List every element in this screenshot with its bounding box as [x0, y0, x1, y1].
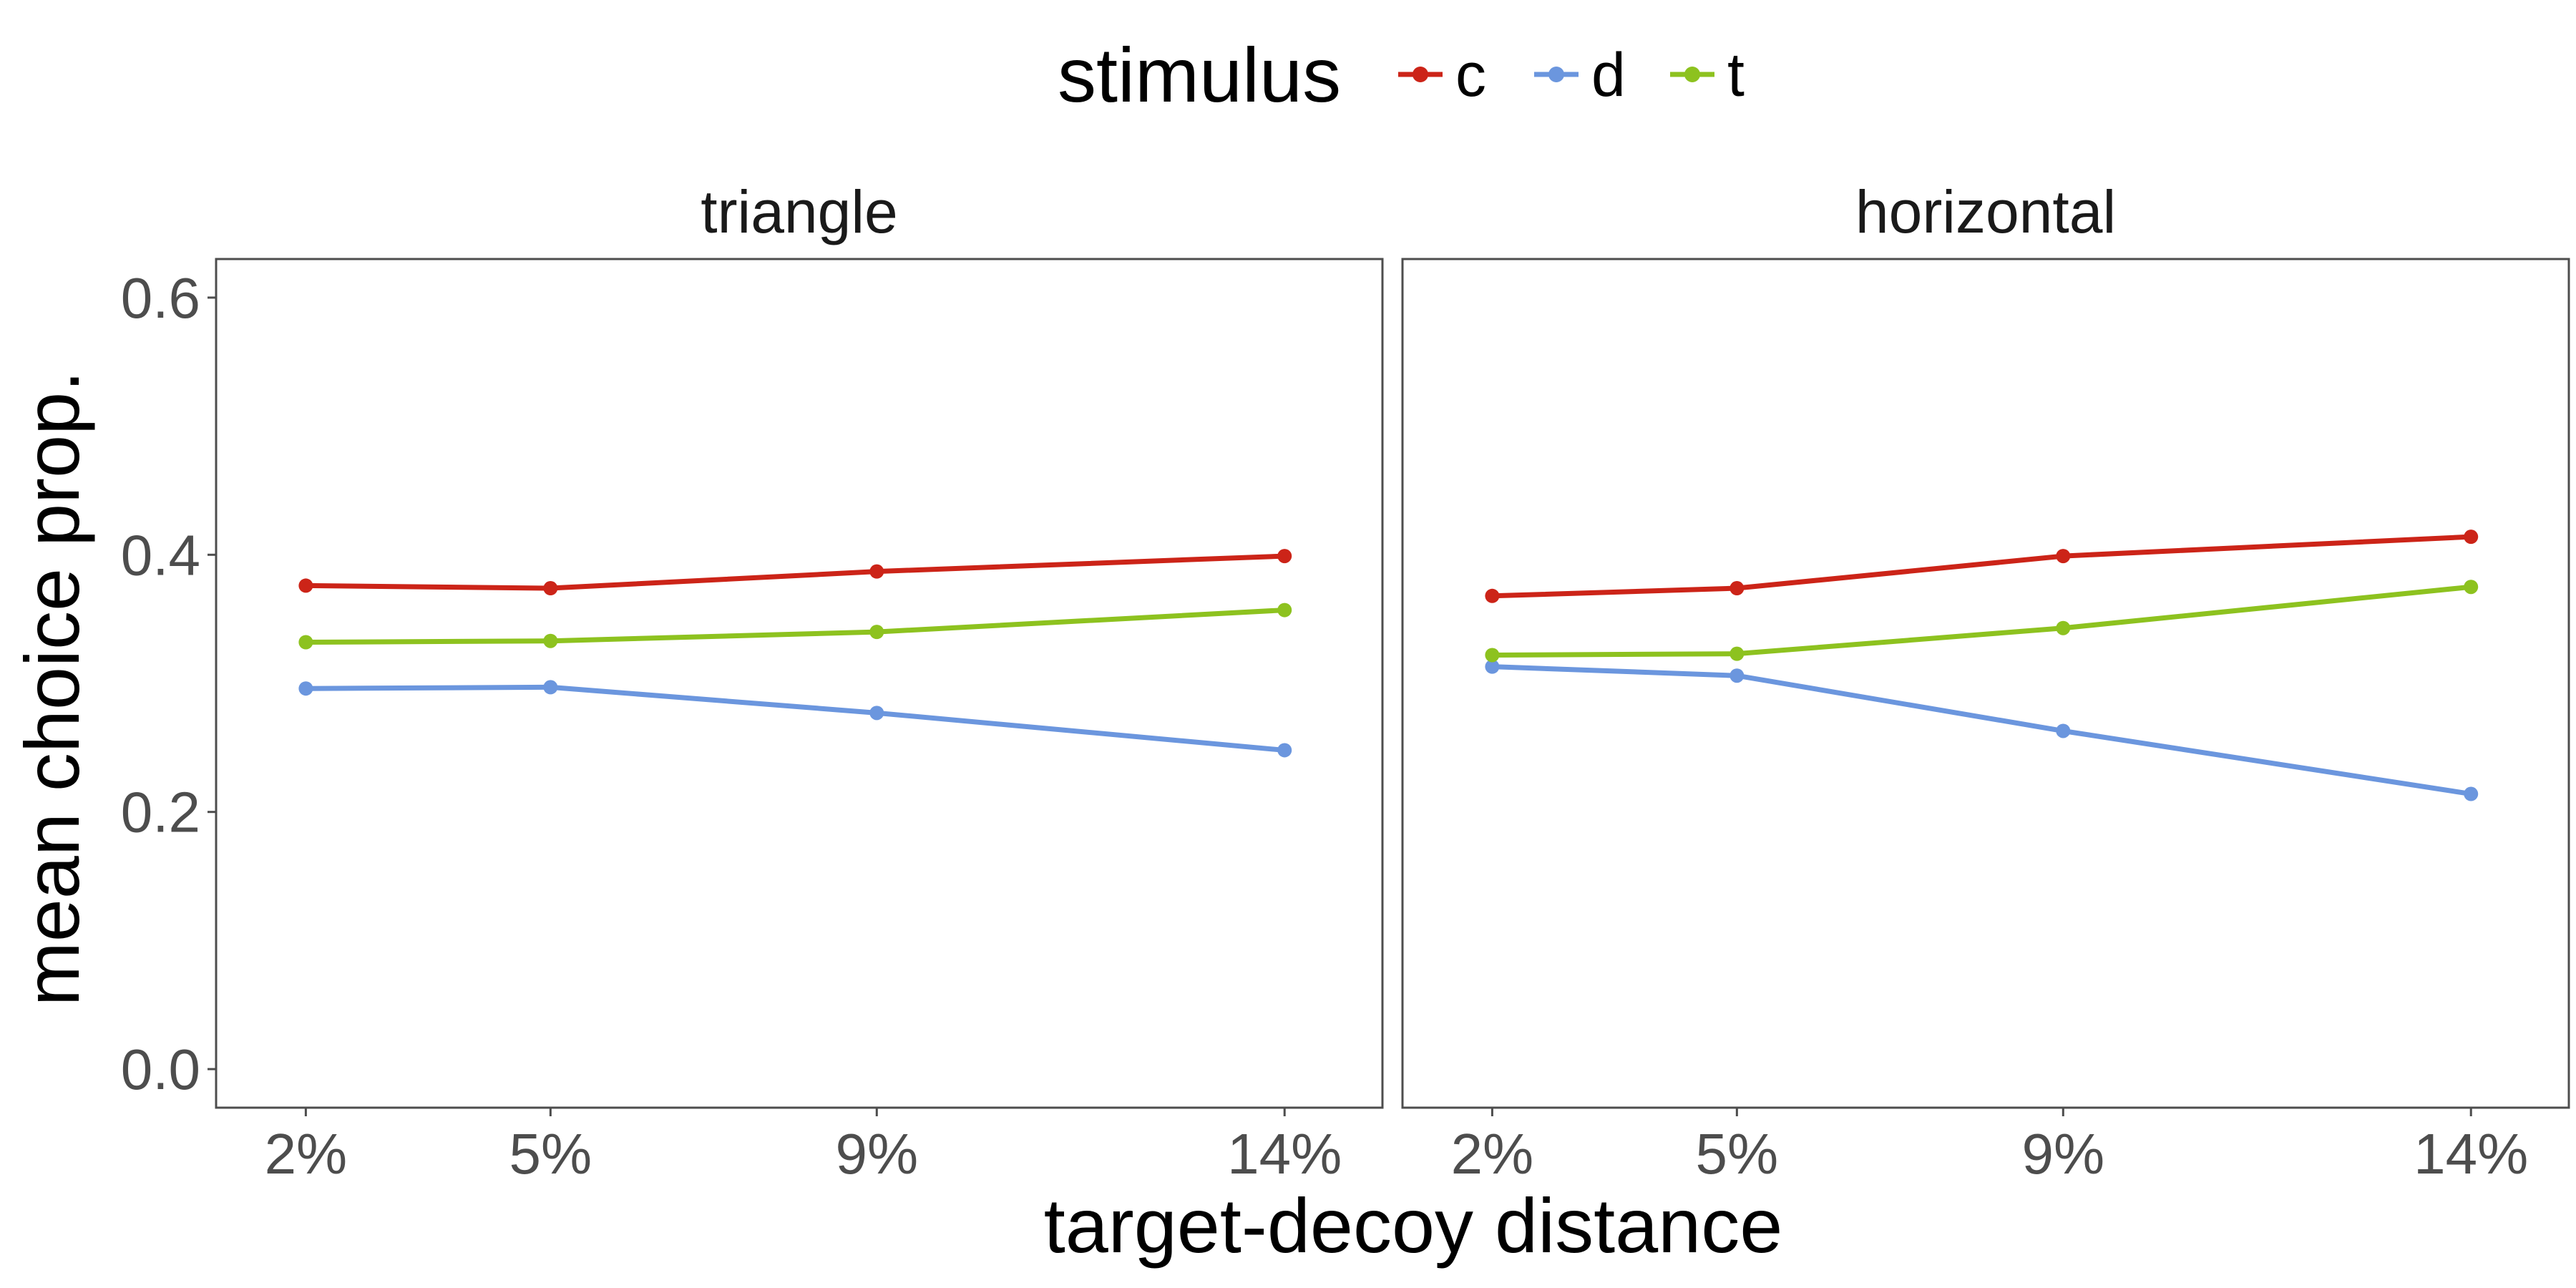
legend-label-c: c — [1455, 41, 1486, 109]
series-line-t — [1489, 584, 2474, 658]
series-line-d — [303, 684, 1287, 753]
data-point-c — [543, 581, 558, 596]
data-point-c — [1485, 588, 1500, 603]
legend-label-t: t — [1727, 41, 1745, 109]
x-tick-label: 5% — [509, 1122, 592, 1186]
panel-horizontal: horizontal 2% 5% 9% 14% — [1401, 178, 2570, 1186]
data-point-c — [2056, 549, 2071, 564]
series-line-t — [303, 608, 1287, 645]
data-point-d — [1277, 743, 1292, 758]
data-point-c — [298, 578, 313, 593]
series-line-c — [303, 553, 1287, 591]
panel-border — [1401, 258, 2570, 1109]
data-point-t — [1277, 602, 1292, 618]
data-point-t — [869, 625, 884, 640]
panel-triangle: triangle 0.0 0.2 0.4 0.6 2% 5% 9% 14% — [121, 178, 1384, 1186]
x-tick-label: 9% — [835, 1122, 918, 1186]
y-tick-label: 0.0 — [121, 1038, 200, 1101]
data-point-d — [1485, 659, 1500, 674]
x-tick-label: 14% — [2414, 1122, 2528, 1186]
y-tick-label: 0.6 — [121, 266, 200, 330]
y-tick-label: 0.2 — [121, 781, 200, 844]
series-c — [1485, 530, 2479, 603]
panel-border — [215, 258, 1384, 1109]
series-line-d — [1489, 664, 2474, 797]
legend: stimulus c d t — [1058, 31, 1745, 118]
x-tick-label: 2% — [265, 1122, 348, 1186]
x-tick-label: 5% — [1696, 1122, 1779, 1186]
y-tick-label: 0.4 — [121, 523, 200, 587]
data-point-c — [869, 564, 884, 579]
x-tick-label: 9% — [2021, 1122, 2104, 1186]
y-axis-title: mean choice prop. — [9, 371, 95, 1007]
data-point-t — [298, 635, 313, 650]
data-point-t — [1729, 646, 1745, 661]
legend-key-point-c — [1413, 67, 1428, 82]
legend-entry-t: t — [1670, 41, 1745, 109]
series-c — [298, 549, 1292, 596]
legend-entry-c: c — [1398, 41, 1486, 109]
series-line-c — [1489, 534, 2474, 599]
data-point-d — [2464, 786, 2479, 801]
data-point-c — [1277, 549, 1292, 564]
data-point-t — [2056, 620, 2071, 635]
series-d — [1485, 659, 2479, 801]
data-point-c — [1729, 581, 1745, 596]
series-t — [298, 602, 1292, 650]
data-point-d — [543, 680, 558, 695]
data-point-d — [2056, 723, 2071, 738]
facet-title-triangle: triangle — [701, 178, 898, 245]
facet-title-horizontal: horizontal — [1855, 178, 2116, 245]
legend-key-point-t — [1684, 67, 1700, 82]
series-d — [298, 680, 1292, 758]
legend-label-d: d — [1591, 41, 1626, 109]
panels: triangle 0.0 0.2 0.4 0.6 2% 5% 9% 14% horizontal 2… — [121, 178, 2570, 1186]
x-axis-title: target-decoy distance — [1044, 1182, 1783, 1269]
legend-title: stimulus — [1058, 31, 1341, 118]
series-t — [1485, 580, 2479, 663]
data-point-d — [1729, 668, 1745, 683]
data-point-t — [2464, 580, 2479, 595]
data-point-c — [2464, 530, 2479, 545]
legend-entry-d: d — [1534, 41, 1626, 109]
data-point-d — [298, 681, 313, 696]
x-tick-label: 2% — [1451, 1122, 1534, 1186]
legend-key-point-d — [1548, 67, 1564, 82]
data-point-d — [869, 706, 884, 721]
data-point-t — [543, 633, 558, 648]
x-tick-label: 14% — [1227, 1122, 1342, 1186]
data-point-t — [1485, 648, 1500, 663]
